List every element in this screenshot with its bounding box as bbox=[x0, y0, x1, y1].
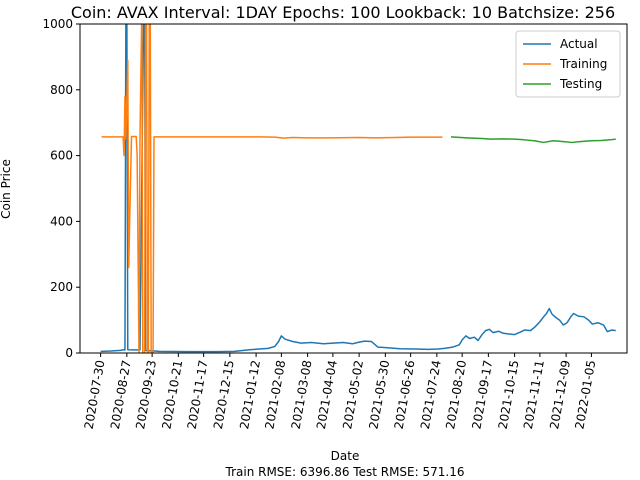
legend-label-testing: Testing bbox=[559, 77, 602, 91]
x-tick-label: 2020-12-15 bbox=[211, 359, 237, 430]
y-tick-label: 800 bbox=[50, 83, 73, 97]
x-tick-label: 2021-04-04 bbox=[314, 359, 340, 430]
legend: Actual Training Testing bbox=[515, 30, 621, 98]
chart-title: Coin: AVAX Interval: 1DAY Epochs: 100 Lo… bbox=[71, 3, 615, 22]
x-axis-label: Date bbox=[331, 449, 360, 463]
series-line-actual bbox=[100, 24, 616, 353]
y-tick-label: 1000 bbox=[42, 17, 73, 31]
series-line-training bbox=[101, 24, 443, 353]
series-layer bbox=[100, 24, 616, 353]
y-axis: 0 200 400 600 800 1000 bbox=[42, 17, 80, 360]
x-tick-label: 2021-10-15 bbox=[496, 359, 522, 430]
x-tick-label: 2022-01-05 bbox=[572, 359, 598, 430]
x-tick-label: 2021-11-11 bbox=[521, 359, 547, 430]
x-tick-label: 2021-03-08 bbox=[289, 359, 315, 430]
x-tick-label: 2021-06-26 bbox=[392, 359, 418, 430]
x-tick-label: 2020-09-23 bbox=[133, 359, 159, 430]
plot-frame bbox=[79, 23, 628, 354]
x-tick-label: 2020-10-21 bbox=[159, 359, 185, 430]
legend-box bbox=[515, 30, 621, 98]
y-tick-label: 0 bbox=[65, 346, 73, 360]
y-tick-label: 600 bbox=[50, 149, 73, 163]
y-axis-label: Coin Price bbox=[0, 159, 13, 219]
legend-label-training: Training bbox=[559, 57, 607, 71]
x-tick-label: 2021-02-08 bbox=[262, 359, 288, 430]
x-tick-label: 2021-12-09 bbox=[547, 359, 573, 430]
legend-label-actual: Actual bbox=[560, 37, 598, 51]
x-tick-label: 2020-11-17 bbox=[185, 359, 211, 430]
y-tick-label: 200 bbox=[50, 280, 73, 294]
x-tick-label: 2021-05-02 bbox=[340, 359, 366, 430]
series-line-testing bbox=[450, 136, 616, 144]
x-tick-label: 2021-09-17 bbox=[469, 359, 495, 430]
x-tick-label: 2020-08-27 bbox=[108, 359, 134, 430]
x-axis: 2020-07-30 2020-08-27 2020-09-23 2020-10-21… bbox=[82, 353, 598, 430]
x-tick-label: 2021-07-24 bbox=[418, 359, 444, 430]
x-tick-label: 2020-07-30 bbox=[82, 359, 108, 430]
footer-rmse: Train RMSE: 6396.86 Test RMSE: 571.16 bbox=[225, 465, 465, 479]
x-tick-label: 2021-01-12 bbox=[237, 359, 263, 430]
x-tick-label: 2021-08-20 bbox=[443, 359, 469, 430]
x-tick-label: 2021-05-30 bbox=[366, 359, 392, 430]
y-tick-label: 400 bbox=[50, 214, 73, 228]
